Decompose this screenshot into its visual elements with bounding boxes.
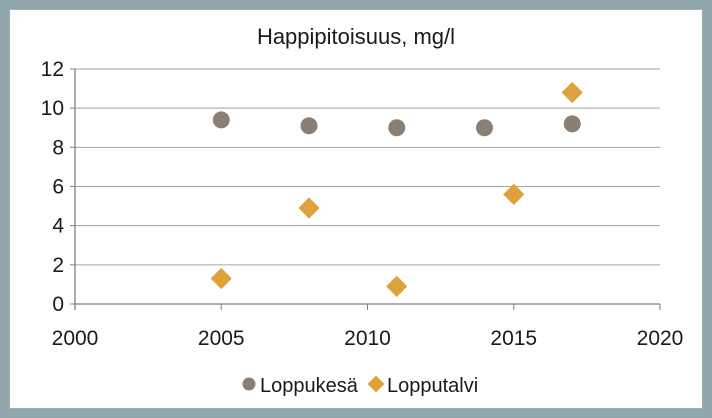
data-point-lopputalvi xyxy=(561,81,583,104)
legend-marker-loppukesa xyxy=(242,377,256,391)
data-point-lopputalvi xyxy=(210,267,232,290)
legend-marker-lopputalvi xyxy=(367,375,385,393)
gridlines xyxy=(75,68,660,266)
data-point-loppukesa xyxy=(388,119,406,137)
data-point-loppukesa xyxy=(212,111,230,129)
x-tick-label: 2005 xyxy=(198,327,245,350)
chart-title: Happipitoisuus, mg/l xyxy=(257,24,455,49)
y-tick-label: 6 xyxy=(52,176,64,199)
chart: Happipitoisuus, mg/l 0 2 4 6 8 10 12 2000 2005 20… xyxy=(9,9,703,409)
scatter-plot: Happipitoisuus, mg/l 0 2 4 6 8 10 12 2000 2005 20… xyxy=(41,24,684,397)
y-tick-label: 8 xyxy=(52,136,64,159)
data-point-loppukesa xyxy=(476,119,493,137)
legend: Loppukesä Lopputalvi xyxy=(242,375,478,397)
x-tick-label: 2020 xyxy=(637,327,684,350)
x-tick-label: 2015 xyxy=(490,327,537,350)
y-tick-label: 12 xyxy=(41,58,64,81)
axes: 0 2 4 6 8 10 12 2000 2005 2010 2015 2020 xyxy=(41,58,684,350)
x-tick-label: 2000 xyxy=(52,327,99,350)
x-tick-label: 2010 xyxy=(344,327,391,350)
y-tick-label: 0 xyxy=(52,293,64,316)
data-point-lopputalvi xyxy=(386,275,408,297)
y-tick-label: 2 xyxy=(52,254,64,277)
y-tick-label: 10 xyxy=(41,97,64,120)
data-point-lopputalvi xyxy=(298,197,320,219)
legend-label-loppukesa: Loppukesä xyxy=(260,375,359,397)
data-point-loppukesa xyxy=(300,117,318,135)
legend-label-lopputalvi: Lopputalvi xyxy=(387,375,478,397)
data-point-loppukesa xyxy=(563,115,581,133)
y-tick-label: 4 xyxy=(52,215,64,238)
